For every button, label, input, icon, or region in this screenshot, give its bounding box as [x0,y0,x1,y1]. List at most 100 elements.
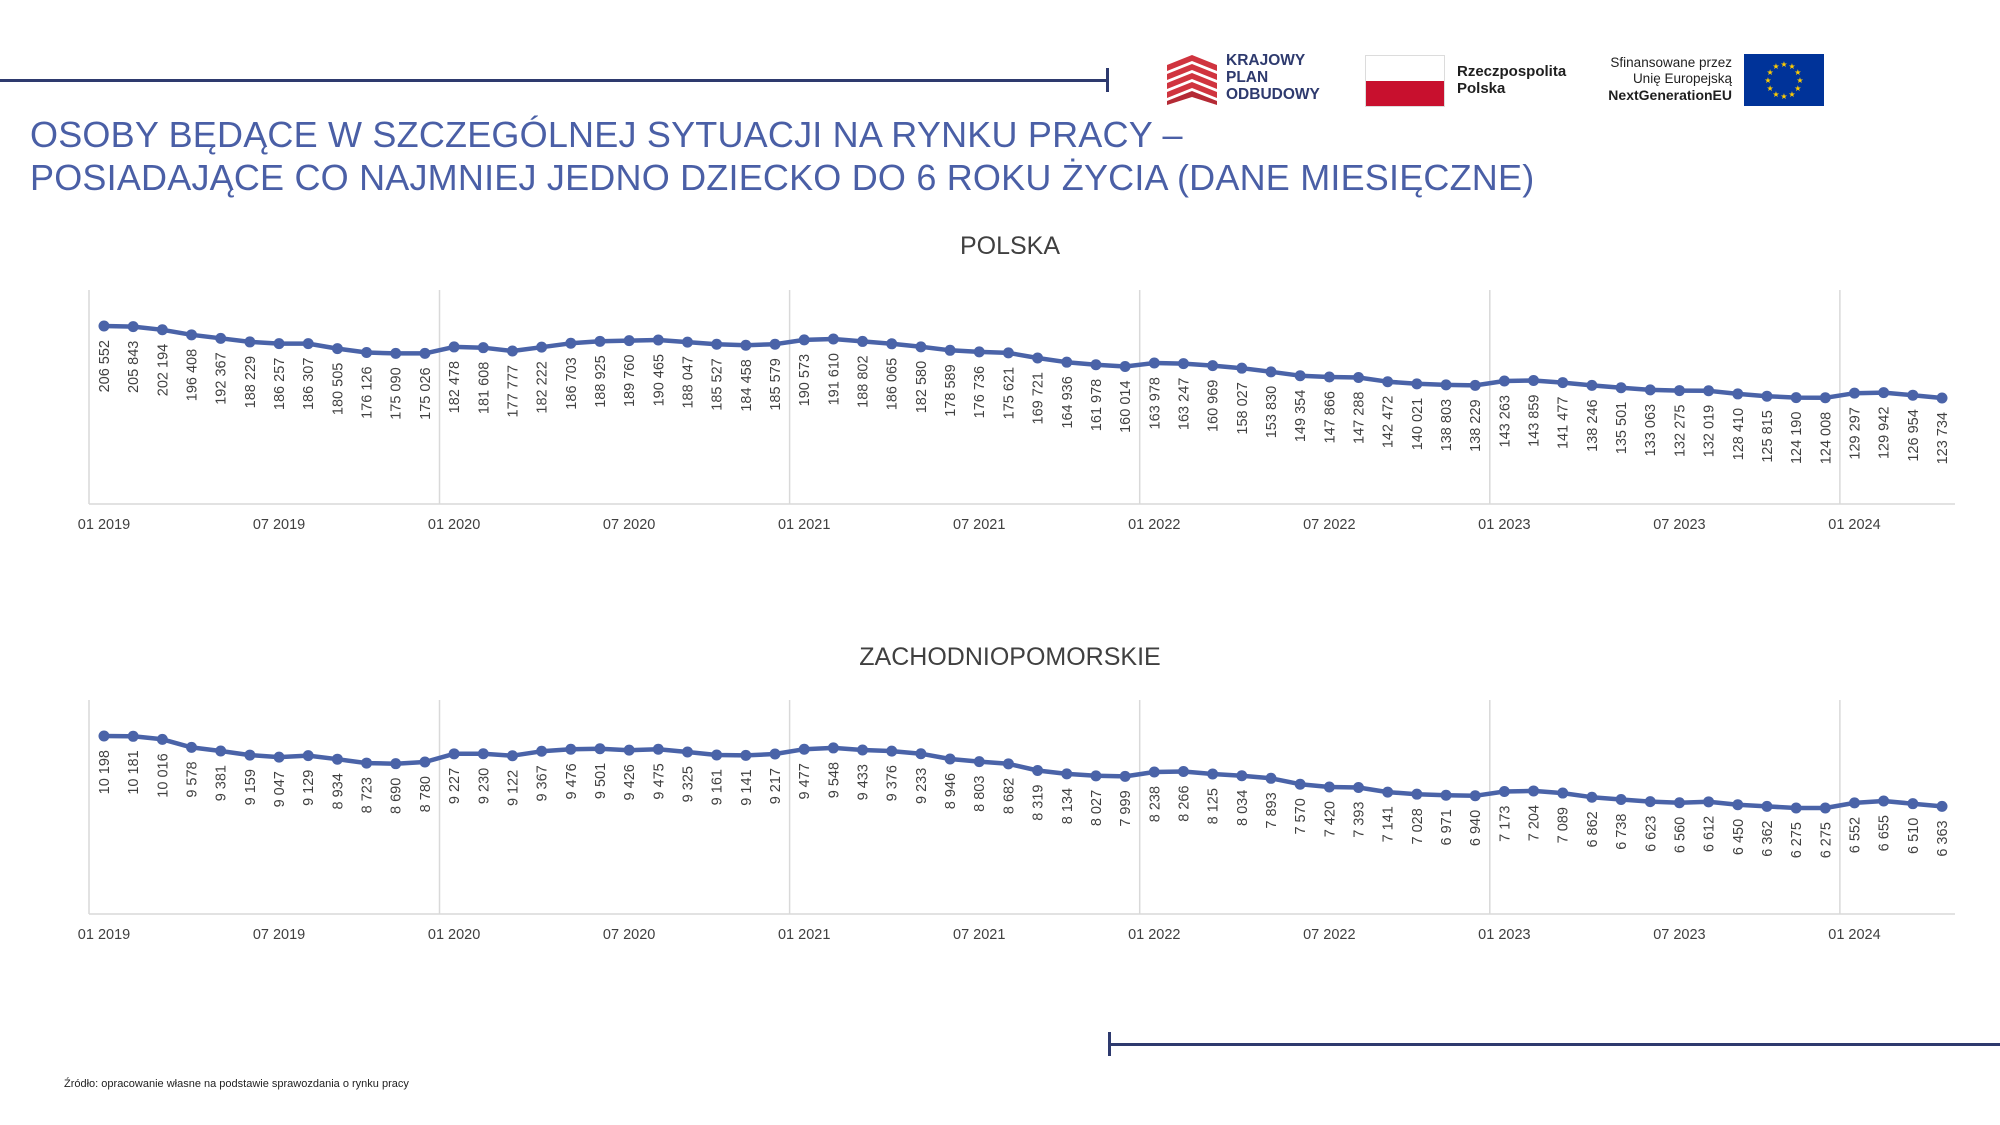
data-point [681,336,693,348]
svg-text:★: ★ [1788,90,1795,99]
data-point [711,338,723,350]
data-label: 6 655 [1877,815,1893,851]
data-point [186,329,198,341]
data-label: 8 134 [1060,788,1076,824]
data-point [886,338,898,350]
rp-line2: Polska [1457,80,1506,97]
data-point [1557,787,1569,799]
data-label: 10 198 [97,750,113,794]
x-tick-label: 01 2022 [1128,927,1180,943]
data-point [1411,788,1423,800]
data-point [273,338,285,350]
eu-logo-text: Sfinansowane przez Unię Europejską NextG… [1608,55,1732,103]
x-tick-label: 01 2024 [1828,927,1880,943]
data-label: 126 954 [1906,409,1922,461]
data-label: 9 381 [214,765,230,801]
data-label: 6 971 [1439,809,1455,845]
data-point [769,338,781,350]
kpo-line1: KRAJOWY [1226,52,1306,69]
data-point [1644,384,1656,396]
x-tick-label: 07 2021 [953,927,1005,943]
svg-text:★: ★ [1794,68,1801,77]
data-point [973,756,985,768]
data-label: 175 026 [418,367,434,419]
data-label: 8 027 [1089,790,1105,826]
x-tick-label: 07 2023 [1653,927,1705,943]
svg-text:★: ★ [1796,76,1803,85]
data-label: 149 354 [1293,390,1309,442]
data-label: 175 090 [389,367,405,419]
data-point [1732,799,1744,811]
data-point [1353,781,1365,793]
data-point [1382,786,1394,798]
svg-text:★: ★ [1772,62,1779,71]
data-label: 181 608 [476,362,492,414]
data-point [1382,376,1394,388]
data-label: 9 376 [885,765,901,801]
data-label: 161 978 [1089,379,1105,431]
data-label: 9 230 [476,768,492,804]
data-point [1907,389,1919,401]
data-point [302,750,314,762]
data-point [711,749,723,761]
data-label: 6 510 [1906,818,1922,854]
data-point [1469,379,1481,391]
header-rule-end [1106,68,1109,92]
data-label: 10 181 [126,750,142,794]
x-tick-label: 01 2019 [78,927,130,943]
data-point [623,335,635,347]
data-point [915,748,927,760]
data-point [1673,797,1685,809]
data-label: 8 780 [418,776,434,812]
data-point [857,744,869,756]
data-point [594,743,606,755]
data-label: 6 363 [1935,820,1951,856]
data-point [1936,800,1948,812]
data-point [1528,785,1540,797]
x-tick-label: 01 2020 [428,517,480,533]
data-point [798,743,810,755]
data-label: 8 266 [1176,785,1192,821]
data-label: 9 501 [593,763,609,799]
data-label: 6 612 [1702,816,1718,852]
data-point [1586,791,1598,803]
data-label: 7 173 [1497,806,1513,842]
data-label: 177 777 [505,365,521,417]
data-point [477,748,489,760]
data-point [1498,375,1510,387]
data-label: 7 420 [1322,801,1338,837]
data-point [1032,764,1044,776]
data-point [1819,392,1831,404]
data-point [827,333,839,345]
data-point [1673,385,1685,397]
kpo-logo-icon [1167,55,1217,105]
data-point [244,336,256,348]
data-point [652,743,664,755]
data-label: 9 477 [797,763,813,799]
data-label: 132 019 [1702,405,1718,457]
data-label: 176 736 [972,366,988,418]
data-label: 6 738 [1614,814,1630,850]
data-point [1907,798,1919,810]
page-title-line1: OSOBY BĘDĄCE W SZCZEGÓLNEJ SYTUACJI NA R… [30,114,1183,155]
data-label: 9 129 [301,770,317,806]
data-label: 6 275 [1818,822,1834,858]
data-label: 8 319 [1031,784,1047,820]
data-label: 8 238 [1147,786,1163,822]
data-point [215,745,227,757]
data-label: 175 621 [1001,367,1017,419]
data-point [331,753,343,765]
data-label: 9 475 [651,763,667,799]
data-point [1644,796,1656,808]
data-label: 164 936 [1060,376,1076,428]
svg-text:★: ★ [1767,84,1774,93]
data-point [1469,790,1481,802]
data-label: 163 978 [1147,377,1163,429]
x-tick-label: 07 2019 [253,517,305,533]
data-label: 9 141 [739,769,755,805]
data-label: 8 934 [330,773,346,809]
header-rule [0,79,1108,82]
data-label: 202 194 [155,344,171,396]
data-label: 9 325 [680,766,696,802]
data-point [944,753,956,765]
